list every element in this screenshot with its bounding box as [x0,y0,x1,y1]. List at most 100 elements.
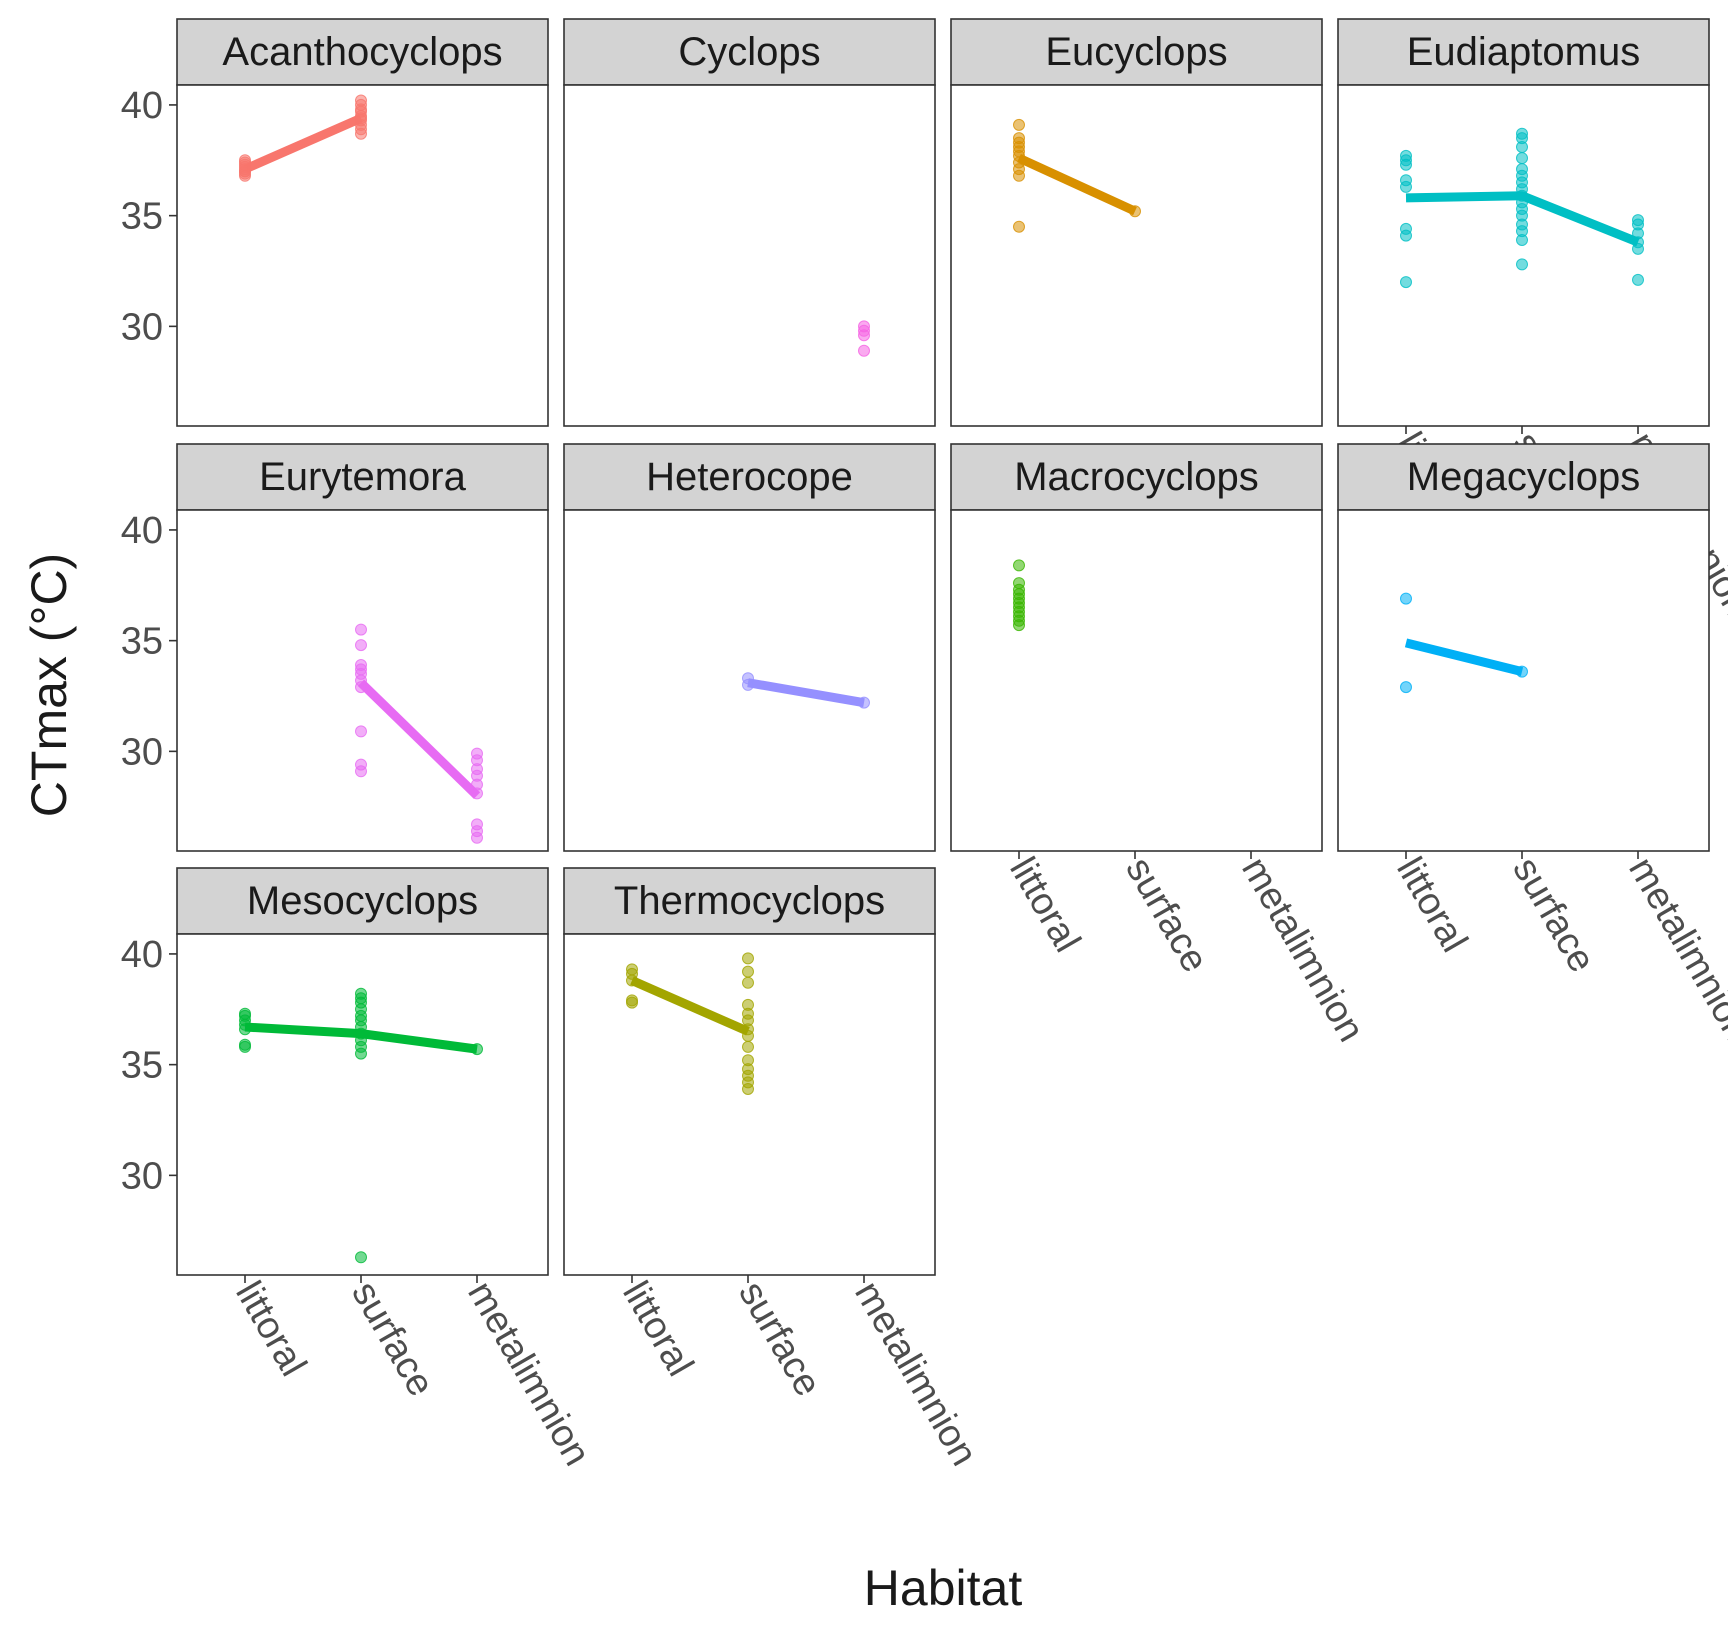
x-tick-label: metalimnion [459,1275,598,1473]
strip-cyclops [563,18,936,86]
panel-macrocyclops: Macrocyclops littoral surface metalimnion [950,443,1372,1049]
data-point-eurytemora [471,747,483,760]
panel-mesocyclops: Mesocyclops 30 35 40 littoral surface metalimn… [121,867,598,1473]
data-point-eurytemora [355,725,367,738]
x-axis-title: Habitat [864,1560,1023,1616]
panel-cyclops: Cyclops [563,18,936,427]
x-tick-label: littoral [1388,851,1475,960]
panel-acanthocyclops: Acanthocyclops 30 35 40 [121,18,549,427]
data-point-eudiaptomus [1516,258,1528,271]
plot-area-thermocyclops [563,933,936,1276]
data-point-eurytemora [355,758,367,771]
plot-area-mesocyclops [176,933,549,1276]
data-point-mesocyclops [355,987,367,1000]
strip-label-thermocyclops: Thermocyclops [614,879,885,923]
data-point-mesocyclops [355,1251,367,1264]
data-point-mesocyclops [239,1007,251,1020]
y-tick-label: 35 [121,621,163,663]
data-point-eucyclops [1129,205,1141,218]
y-tick-label: 30 [121,1155,163,1197]
data-point-eudiaptomus [1400,276,1412,289]
data-point-eudiaptomus [1632,214,1644,227]
plot-area-eucyclops [950,84,1323,427]
mean-line-eurytemora [357,679,481,799]
data-point-cyclops [858,344,870,357]
strip-label-cyclops: Cyclops [678,30,820,74]
data-point-heterocope [742,672,754,685]
data-point-eurytemora [471,818,483,831]
strip-label-eudiaptomus: Eudiaptomus [1407,30,1640,74]
panel-eurytemora: Eurytemora 30 35 40 [121,443,549,852]
mean-line-heterocope [747,678,865,708]
data-point-thermocyclops [742,965,754,978]
x-tick-label: metalimnion [1620,851,1728,1049]
data-point-heterocope [858,696,870,709]
facet-panels: Acanthocyclops 30 35 40 Cyclops Eucyclops Eudi… [121,18,1728,1473]
y-tick-label: 35 [121,196,163,238]
plot-area-cyclops [563,84,936,427]
x-tick-label: littoral [614,1275,701,1384]
strip-eucyclops [950,18,1323,86]
data-point-macrocyclops [1013,577,1025,590]
x-tick-label: surface [730,1275,829,1404]
panel-thermocyclops: Thermocyclops littoral surface metalimnion [563,867,985,1473]
x-tick-label: surface [1504,851,1603,980]
data-point-eurytemora [355,659,367,671]
strip-megacyclops [1337,443,1710,511]
data-point-eurytemora [355,623,367,636]
data-point-megacyclops [1400,681,1412,694]
data-point-thermocyclops [742,1040,754,1053]
mean-line-acanthocyclops [243,114,363,174]
y-tick-label: 40 [121,85,163,127]
panel-eucyclops: Eucyclops [950,18,1323,427]
x-tick-label: surface [343,1275,442,1404]
data-point-cyclops [858,320,870,333]
x-tick-label: metalimnion [1233,851,1372,1049]
panel-heterocope: Heterocope [563,443,936,852]
data-point-eudiaptomus [1632,273,1644,286]
plot-area-acanthocyclops [176,84,549,427]
x-tick-label: surface [1117,851,1216,980]
strip-label-eurytemora: Eurytemora [259,455,466,499]
data-point-eudiaptomus [1516,127,1528,140]
data-point-thermocyclops [742,952,754,965]
mean-line-megacyclops [1404,638,1524,677]
data-point-eucyclops [1013,118,1025,131]
data-point-eudiaptomus [1400,149,1412,162]
data-point-thermocyclops [626,994,638,1007]
data-point-eudiaptomus [1400,174,1412,187]
data-point-thermocyclops [742,1054,754,1067]
data-point-thermocyclops [742,976,754,989]
strip-macrocyclops [950,443,1323,511]
data-point-thermocyclops [626,963,638,976]
mean-line-thermocyclops [630,976,750,1036]
data-point-thermocyclops [742,998,754,1011]
strip-mesocyclops [176,867,549,935]
strip-acanthocyclops [176,18,549,86]
x-tick-label: littoral [1001,851,1088,960]
data-point-mesocyclops [471,1043,483,1056]
data-point-eudiaptomus [1516,152,1528,165]
y-axis-title: CTmax (°C) [21,553,77,817]
y-tick-label: 30 [121,306,163,348]
data-point-acanthocyclops [239,154,251,167]
data-point-mesocyclops [239,1038,251,1051]
data-point-macrocyclops [1013,559,1025,572]
strip-label-acanthocyclops: Acanthocyclops [222,30,502,74]
data-point-acanthocyclops [355,94,367,107]
y-tick-label: 35 [121,1045,163,1087]
strip-label-mesocyclops: Mesocyclops [247,879,478,923]
y-tick-label: 40 [121,934,163,976]
data-point-eucyclops [1013,220,1025,233]
data-point-eudiaptomus [1516,163,1528,176]
plot-area-megacyclops [1337,509,1710,852]
y-tick-label: 30 [121,731,163,773]
x-tick-label: littoral [227,1275,314,1384]
data-point-eudiaptomus [1400,222,1412,235]
data-point-megacyclops [1400,592,1412,605]
mean-line-eucyclops [1017,153,1137,216]
data-point-megacyclops [1516,665,1528,678]
strip-heterocope [563,443,936,511]
strip-label-heterocope: Heterocope [646,455,853,499]
